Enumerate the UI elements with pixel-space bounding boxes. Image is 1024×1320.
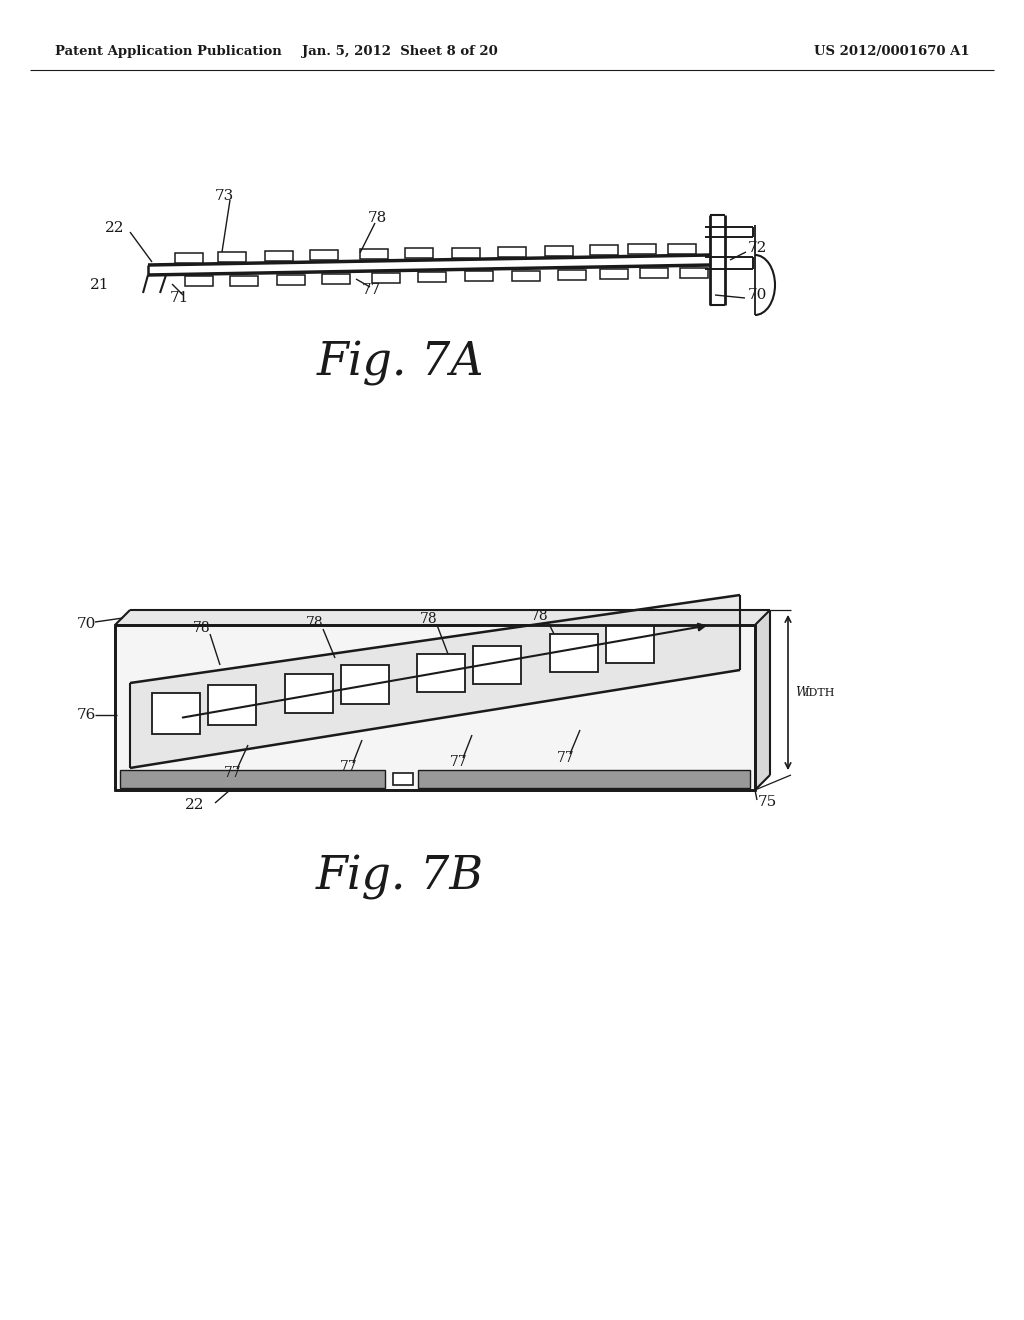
Bar bbox=[265, 251, 293, 261]
Text: 73: 73 bbox=[215, 189, 234, 203]
Text: 78: 78 bbox=[368, 211, 387, 224]
Text: 77: 77 bbox=[557, 751, 574, 766]
Text: 21: 21 bbox=[90, 279, 110, 292]
Bar bbox=[512, 271, 540, 281]
Bar bbox=[418, 272, 446, 282]
Bar bbox=[452, 248, 480, 257]
Bar bbox=[120, 770, 385, 788]
Bar bbox=[372, 273, 400, 282]
Bar bbox=[605, 626, 653, 663]
Bar bbox=[590, 246, 618, 255]
Bar bbox=[285, 673, 333, 713]
Polygon shape bbox=[115, 610, 770, 624]
Text: Fig. 7A: Fig. 7A bbox=[316, 341, 483, 385]
Text: 78: 78 bbox=[193, 620, 211, 635]
Bar bbox=[465, 272, 493, 281]
Text: 77: 77 bbox=[224, 766, 242, 780]
Text: 77: 77 bbox=[362, 282, 381, 297]
Text: 77: 77 bbox=[450, 755, 468, 770]
Bar bbox=[341, 665, 388, 705]
Bar bbox=[600, 269, 628, 279]
Bar bbox=[640, 268, 668, 279]
Bar bbox=[152, 693, 200, 734]
Text: 71: 71 bbox=[170, 290, 189, 305]
Bar bbox=[406, 248, 433, 259]
Bar bbox=[473, 645, 521, 684]
Text: Jan. 5, 2012  Sheet 8 of 20: Jan. 5, 2012 Sheet 8 of 20 bbox=[302, 45, 498, 58]
Bar bbox=[628, 244, 656, 255]
Bar bbox=[418, 770, 750, 788]
Text: 70: 70 bbox=[748, 288, 767, 302]
Text: 78: 78 bbox=[306, 616, 324, 630]
Bar bbox=[417, 653, 465, 692]
Text: 78: 78 bbox=[531, 609, 549, 623]
Bar bbox=[115, 624, 755, 789]
Bar bbox=[310, 249, 338, 260]
Bar bbox=[218, 252, 246, 261]
Text: 22: 22 bbox=[185, 799, 205, 812]
Bar bbox=[545, 246, 573, 256]
Text: W: W bbox=[795, 686, 808, 700]
Text: 78: 78 bbox=[420, 612, 437, 626]
Polygon shape bbox=[755, 610, 770, 789]
Text: 22: 22 bbox=[105, 220, 125, 235]
Bar bbox=[278, 275, 305, 285]
Bar bbox=[558, 269, 586, 280]
Bar bbox=[668, 244, 696, 253]
Text: 72: 72 bbox=[748, 242, 767, 255]
Text: US 2012/0001670 A1: US 2012/0001670 A1 bbox=[814, 45, 970, 58]
Text: 76: 76 bbox=[77, 708, 96, 722]
Bar bbox=[393, 774, 413, 785]
Bar bbox=[230, 276, 258, 285]
Polygon shape bbox=[130, 595, 740, 768]
Bar bbox=[550, 634, 597, 672]
Text: 75: 75 bbox=[758, 795, 777, 809]
Bar bbox=[680, 268, 708, 277]
Text: IDTH: IDTH bbox=[804, 688, 835, 697]
Bar bbox=[208, 685, 256, 725]
Text: Patent Application Publication: Patent Application Publication bbox=[55, 45, 282, 58]
Text: Fig. 7B: Fig. 7B bbox=[316, 855, 484, 900]
Text: 77: 77 bbox=[340, 760, 357, 774]
Bar bbox=[498, 247, 526, 257]
Bar bbox=[360, 249, 388, 259]
Bar bbox=[185, 276, 213, 286]
Bar bbox=[322, 275, 350, 284]
Bar bbox=[175, 252, 203, 263]
Text: 70: 70 bbox=[77, 616, 96, 631]
